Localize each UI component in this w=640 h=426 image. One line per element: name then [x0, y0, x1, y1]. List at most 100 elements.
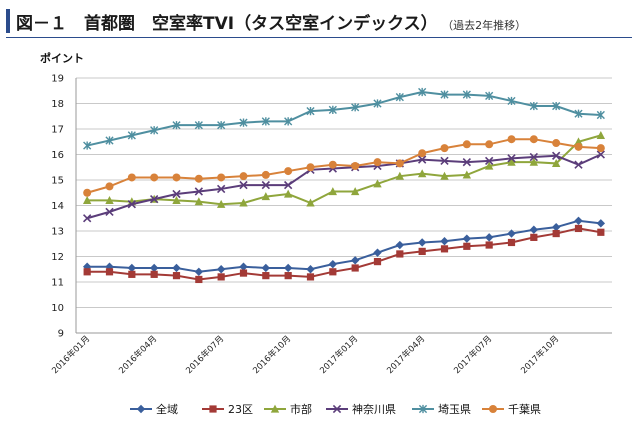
data-point [529, 157, 539, 166]
series-group [82, 87, 606, 284]
data-point [172, 196, 181, 204]
chart-title-main: 図－１ 首都圏 空室率TVI（タス空室インデックス） [16, 14, 438, 34]
y-tick-label: 10 [51, 303, 64, 314]
chart-title-sub: （過去2年推移） [447, 19, 527, 32]
data-point [373, 258, 382, 266]
data-point [440, 171, 449, 180]
data-point [261, 180, 270, 190]
data-point [551, 222, 561, 232]
data-point [194, 267, 204, 276]
data-point [283, 189, 293, 198]
data-point [351, 103, 360, 112]
legend-marker [270, 404, 280, 413]
data-point [507, 238, 516, 247]
data-point [284, 180, 293, 190]
data-point [105, 207, 114, 217]
data-point [195, 275, 203, 284]
data-point [417, 238, 427, 247]
legend-item: 市部 [264, 402, 312, 416]
data-point [395, 171, 405, 180]
data-point [574, 160, 583, 169]
data-point [395, 240, 405, 250]
legend-label: 全域 [156, 402, 178, 416]
legend-marker [418, 404, 428, 414]
data-point [507, 135, 516, 144]
data-point [507, 96, 516, 106]
data-point [552, 229, 560, 238]
data-point [529, 225, 539, 234]
data-point [329, 268, 337, 276]
data-point [574, 216, 583, 225]
data-point [440, 90, 449, 99]
series-千葉県 [83, 135, 605, 197]
series-市部 [82, 130, 606, 208]
data-point [485, 241, 493, 249]
y-tick-label: 15 [51, 176, 64, 187]
data-point [463, 242, 471, 250]
data-point [596, 110, 605, 120]
legend-item: 埼玉県 [412, 402, 471, 416]
legend-marker [209, 405, 217, 413]
legend-item: 千葉県 [482, 402, 541, 416]
series-23区 [83, 224, 605, 284]
title-bar: 図－１ 首都圏 空室率TVI（タス空室インデックス） （過去2年推移） [6, 8, 632, 38]
y-axis-label: ポイント [40, 51, 84, 65]
data-point [395, 159, 404, 168]
legend-label: 埼玉県 [438, 402, 471, 416]
data-point [328, 259, 338, 269]
data-point [485, 91, 494, 100]
data-point [350, 187, 360, 196]
data-point [82, 196, 92, 204]
legend-label: 23区 [228, 403, 253, 416]
data-point [172, 173, 181, 182]
data-point [283, 263, 293, 273]
data-point [261, 170, 270, 179]
data-point [150, 194, 159, 204]
data-point [596, 219, 606, 228]
data-point [105, 268, 114, 276]
x-tick-label: 2017年01月 [318, 333, 361, 376]
x-tick-label: 2017年04月 [385, 333, 428, 376]
y-tick-label: 18 [51, 99, 64, 110]
data-point [150, 270, 158, 278]
data-point [552, 139, 561, 148]
data-point [172, 121, 181, 130]
legend-marker [332, 404, 342, 414]
y-tick-label: 9 [58, 329, 64, 340]
x-tick-label: 2016年01月 [50, 333, 93, 376]
legend-marker [489, 405, 497, 413]
data-point [127, 173, 136, 182]
y-tick-label: 12 [51, 252, 64, 263]
data-point [306, 163, 315, 172]
data-point [574, 224, 583, 233]
series-line [87, 134, 602, 206]
series-line [86, 153, 602, 220]
data-point [574, 142, 583, 151]
data-point [328, 187, 338, 196]
legend-item: 23区 [202, 403, 253, 416]
legend-marker [136, 404, 146, 414]
y-tick-label: 11 [51, 278, 64, 289]
y-tick-labels: 9 10 11 12 13 14 15 16 17 18 19 [51, 74, 64, 340]
series-line [87, 219, 601, 273]
x-tick-label: 2017年10月 [519, 333, 562, 376]
data-point [306, 265, 315, 274]
legend-item: 全域 [130, 402, 178, 416]
x-tick-label: 2016年04月 [117, 333, 160, 376]
data-point [128, 270, 136, 278]
series-埼玉県 [83, 87, 605, 150]
data-point [373, 248, 382, 257]
data-point [127, 200, 136, 209]
data-point [127, 263, 137, 273]
data-point [373, 179, 382, 188]
legend: 全域 23区 市部 神奈川県 埼玉県 千葉県 [130, 402, 541, 416]
data-point [596, 130, 606, 139]
data-point [239, 269, 248, 277]
data-point [551, 159, 561, 168]
data-point [440, 237, 449, 246]
data-point [328, 160, 337, 169]
data-point [284, 117, 293, 126]
data-point [440, 156, 449, 166]
series-全域 [82, 216, 606, 276]
